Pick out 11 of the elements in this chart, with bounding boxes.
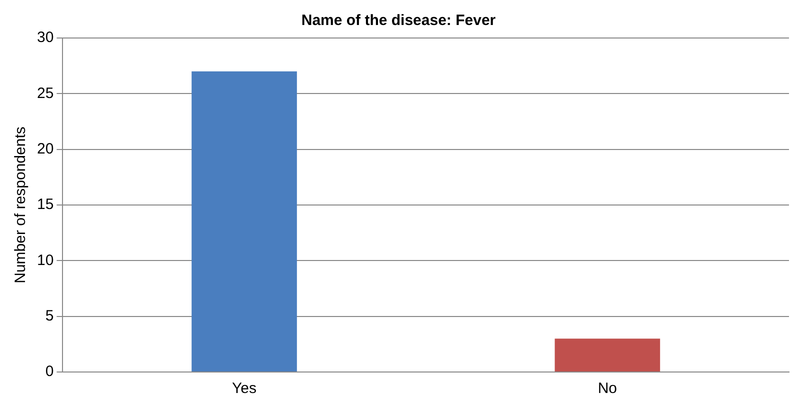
y-tick-label: 15 [36,196,54,214]
chart-title: Name of the disease: Fever [301,12,496,30]
y-tick-label: 10 [36,252,54,269]
x-tick-label: No [598,380,618,398]
y-tick-label: 5 [45,307,54,324]
y-tick-label: 30 [36,29,54,46]
y-axis-title: Number of respondents [12,126,30,284]
x-tick-label: Yes [232,380,257,398]
y-tick-label: 25 [36,84,54,102]
y-tick-label: 0 [45,363,54,380]
y-tick-label: 20 [36,140,54,158]
